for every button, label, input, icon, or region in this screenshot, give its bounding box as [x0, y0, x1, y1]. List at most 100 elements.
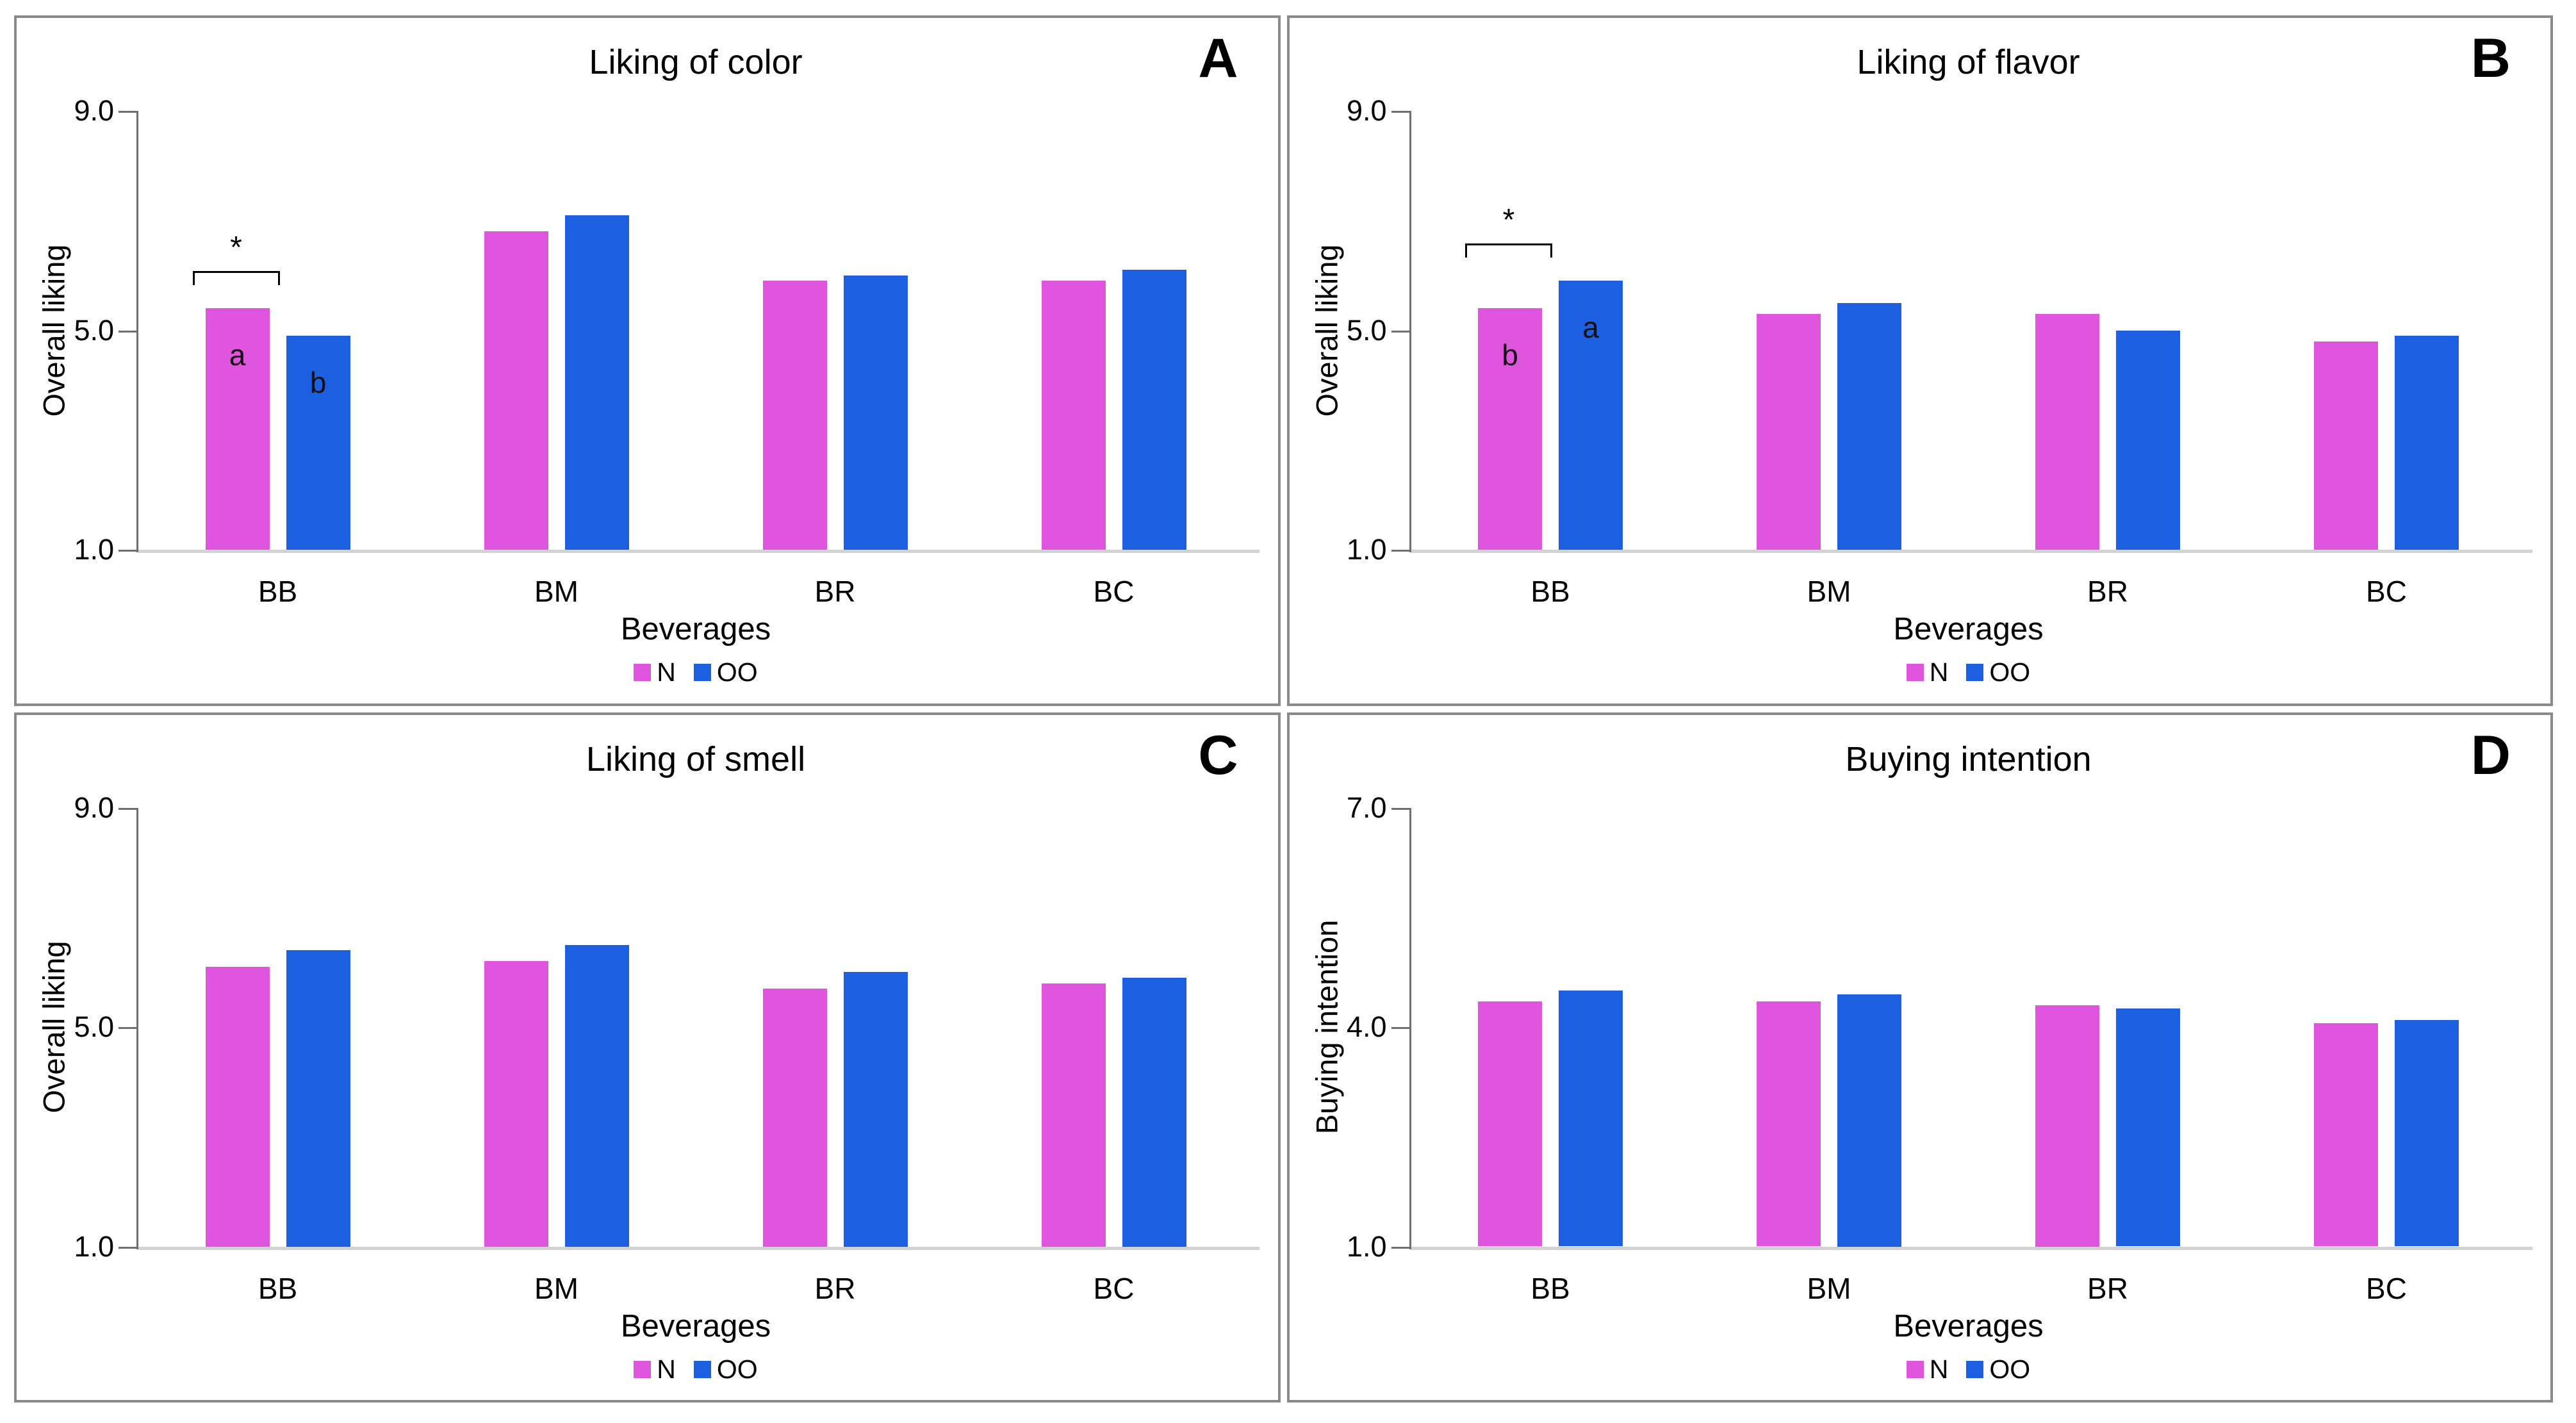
bar-n-bm [484, 961, 548, 1247]
y-tick-label: 9.0 [74, 791, 114, 824]
y-tick-mark [119, 111, 136, 113]
y-tick-mark [119, 330, 136, 333]
legend-item-oo: OO [1966, 657, 2030, 687]
category-label: BR [814, 1271, 856, 1305]
y-tick-label: 5.0 [74, 1010, 114, 1043]
y-tick-label: 5.0 [1346, 313, 1387, 347]
legend-label: N [1929, 657, 1949, 687]
panel-letter: D [2470, 724, 2511, 786]
bar-n-bm [1757, 313, 1821, 550]
bar-n-br [762, 281, 827, 550]
legend: N OO [138, 1354, 1253, 1385]
legend-swatch-oo [1966, 1360, 1984, 1378]
legend-swatch-oo [693, 664, 711, 681]
panel-a: Liking of color A Overall liking 9.0 5.0 1.0 B… [14, 15, 1281, 706]
y-tick-mark [119, 550, 136, 552]
y-axis-line [1409, 807, 1411, 1249]
x-axis-line [138, 550, 1259, 553]
bar-n-bb [1478, 1001, 1542, 1247]
panel-title: Liking of smell [586, 739, 806, 778]
bar-letter: b [309, 366, 327, 400]
y-tick-label: 5.0 [74, 313, 114, 347]
y-tick-label: 1.0 [1346, 1230, 1387, 1263]
y-tick-mark [1391, 111, 1409, 113]
bar-n-bc [1041, 281, 1106, 550]
significance-bracket [192, 271, 280, 274]
y-tick-label: 1.0 [74, 1230, 114, 1263]
legend: N OO [1411, 1354, 2526, 1385]
significance-star: * [230, 231, 242, 265]
x-axis-line [1411, 1246, 2532, 1250]
bar-oo-bb [1559, 990, 1623, 1247]
category-label: BC [1093, 1271, 1135, 1305]
x-axis-title: Beverages [620, 612, 771, 646]
legend-label: N [1929, 1354, 1949, 1384]
y-tick-label: 9.0 [74, 94, 114, 127]
y-tick-mark [1391, 1246, 1409, 1249]
y-tick-mark [1391, 1027, 1409, 1029]
y-tick-mark [119, 807, 136, 810]
bar-letter: b [1502, 338, 1518, 372]
x-axis-title: Beverages [1893, 1308, 2044, 1344]
x-axis-title: Beverages [1893, 612, 2044, 646]
panel-title: Liking of color [589, 43, 803, 81]
category-label: BC [2366, 575, 2407, 608]
legend-swatch-oo [693, 1360, 711, 1378]
bar-n-bb [205, 966, 270, 1247]
bar-oo-bc [2395, 336, 2459, 550]
legend-label: OO [1989, 1354, 2031, 1384]
y-tick-mark [1391, 550, 1409, 552]
legend-item-n: N [634, 657, 676, 687]
x-axis-line [138, 1246, 1259, 1250]
bar-letter: a [229, 338, 246, 372]
legend-label: OO [716, 1354, 758, 1384]
panel-b: Liking of flavor B Overall liking 9.0 5.0 1.0… [1286, 15, 2553, 706]
category-label: BR [814, 575, 856, 608]
panel-letter: B [2470, 28, 2511, 89]
legend-item-oo: OO [693, 657, 758, 687]
category-label: BC [2366, 1271, 2407, 1305]
legend-label: OO [1989, 657, 2031, 687]
bar-oo-br [843, 972, 908, 1247]
legend-swatch-n [634, 1360, 652, 1378]
legend-item-n: N [1906, 657, 1949, 687]
significance-bracket [1465, 243, 1552, 246]
legend: N OO [1411, 657, 2526, 687]
panel-title: Liking of flavor [1857, 43, 2080, 81]
x-axis-line [1411, 550, 2532, 553]
y-tick-label: 1.0 [1346, 533, 1387, 566]
category-label: BM [1807, 1271, 1851, 1305]
category-label: BB [258, 575, 298, 608]
legend-item-oo: OO [1966, 1354, 2030, 1385]
bar-n-br [2035, 313, 2099, 550]
significance-bracket-end [1465, 243, 1467, 258]
y-tick-mark [1391, 330, 1409, 333]
significance-star: * [1502, 203, 1515, 238]
y-tick-label: 9.0 [1346, 94, 1387, 127]
bar-oo-bc [2395, 1019, 2459, 1247]
x-axis-title: Beverages [620, 1308, 771, 1344]
y-axis-line [1409, 111, 1411, 552]
legend-item-n: N [634, 1354, 676, 1385]
bar-n-bb [205, 308, 270, 550]
bar-n-bc [2314, 341, 2378, 550]
legend-label: OO [716, 657, 758, 687]
panel-c: Liking of smell C Overall liking 9.0 5.0 1.0 B… [14, 712, 1281, 1402]
y-tick-label: 7.0 [1346, 791, 1387, 824]
y-tick-mark [119, 1027, 136, 1029]
legend: N OO [138, 657, 1253, 687]
category-label: BB [1530, 1271, 1570, 1305]
bar-oo-bm [564, 215, 629, 550]
y-axis-line [136, 111, 138, 552]
significance-bracket-end [277, 271, 280, 286]
bar-oo-br [2116, 330, 2180, 550]
legend-label: N [657, 657, 676, 687]
bar-n-br [762, 989, 827, 1247]
y-tick-mark [1391, 807, 1409, 810]
category-label: BR [2087, 1271, 2128, 1305]
y-tick-label: 1.0 [74, 533, 114, 566]
bar-oo-bc [1122, 270, 1186, 550]
category-label: BR [2087, 575, 2128, 608]
panel-letter: C [1198, 724, 1238, 786]
bar-oo-bb [286, 950, 350, 1247]
